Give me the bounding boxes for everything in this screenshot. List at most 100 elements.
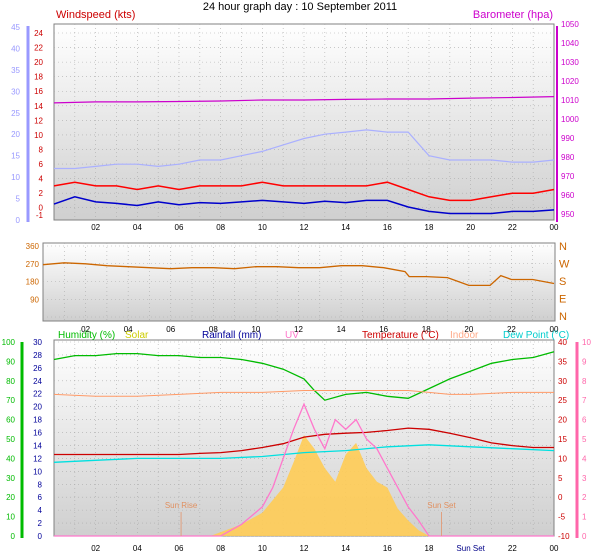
barometer-tick-label: 950 bbox=[561, 210, 575, 219]
rainfall-tick-label: 2 bbox=[38, 519, 43, 528]
temperature-tick-label: -10 bbox=[558, 532, 570, 541]
humidity-tick-label: 0 bbox=[11, 532, 16, 541]
humidity-legend: Humidity (%) bbox=[58, 330, 115, 341]
temperature-x-tick-label: 04 bbox=[133, 544, 142, 553]
wind-inner-tick-label: 0 bbox=[39, 204, 44, 213]
wind-left-tick-label: 45 bbox=[11, 23, 20, 32]
temperature-tick-label: 30 bbox=[558, 377, 567, 386]
temperature-tick-label: 40 bbox=[558, 338, 567, 347]
wind-inner-tick-label: 10 bbox=[34, 131, 43, 140]
humidity-tick-label: 70 bbox=[6, 396, 15, 405]
solar-area bbox=[54, 435, 554, 536]
temperature-tick-label: 5 bbox=[558, 474, 563, 483]
rainfall-tick-label: 20 bbox=[33, 403, 42, 412]
direction-tick-label: 90 bbox=[30, 295, 39, 304]
wind-left-tick-label: 0 bbox=[16, 216, 21, 225]
wind-panel-frame bbox=[53, 23, 555, 221]
barometer-tick-label: 970 bbox=[561, 172, 575, 181]
barometer-tick-label: 1040 bbox=[561, 39, 579, 48]
solar-legend: Solar bbox=[125, 330, 149, 341]
dew-point-line bbox=[53, 444, 555, 463]
humidity-tick-label: 90 bbox=[6, 357, 15, 366]
dew-point-legend: Dew Point (°C) bbox=[503, 330, 569, 341]
uv-tick-label: 1 bbox=[582, 513, 587, 522]
compass-label: N bbox=[559, 311, 567, 323]
direction-x-tick-label: 00 bbox=[550, 325, 559, 334]
barometer-tick-label: 960 bbox=[561, 191, 575, 200]
humidity-tick-label: 100 bbox=[2, 338, 16, 347]
rainfall-tick-label: 30 bbox=[33, 338, 42, 347]
wind-left-tick-label: 5 bbox=[16, 195, 21, 204]
temperature-x-tick-label: 10 bbox=[258, 544, 267, 553]
temperature-x-tick-label: 22 bbox=[508, 544, 517, 553]
wind-x-tick-label: 20 bbox=[466, 223, 475, 232]
rainfall-tick-label: 8 bbox=[38, 480, 43, 489]
humidity-tick-label: 10 bbox=[6, 513, 15, 522]
wind-inner-tick-label: 24 bbox=[34, 29, 43, 38]
rainfall-tick-label: 6 bbox=[38, 493, 43, 502]
temperature-x-tick-label: Sun Set bbox=[456, 544, 485, 553]
wind-left-tick-label: 10 bbox=[11, 173, 20, 182]
wind-x-tick-label: 16 bbox=[383, 223, 392, 232]
temperature-x-tick-label: 14 bbox=[341, 544, 350, 553]
rainfall-tick-label: 14 bbox=[33, 441, 42, 450]
direction-x-tick-label: 06 bbox=[166, 325, 175, 334]
wind-inner-tick-label: 16 bbox=[34, 87, 43, 96]
temperature-line bbox=[54, 427, 554, 456]
temperature-tick-label: 10 bbox=[558, 454, 567, 463]
direction-tick-label: 270 bbox=[26, 260, 40, 269]
compass-label: E bbox=[559, 294, 566, 306]
temperature-tick-label: 20 bbox=[558, 416, 567, 425]
rainfall-tick-label: 24 bbox=[33, 377, 42, 386]
humidity-tick-label: 40 bbox=[6, 454, 15, 463]
uv-legend: UV bbox=[285, 330, 299, 341]
uv-tick-label: 4 bbox=[582, 454, 587, 463]
wind-inner-tick-label: 8 bbox=[39, 145, 44, 154]
temperature-tick-label: 35 bbox=[558, 357, 567, 366]
uv-line bbox=[54, 402, 554, 537]
barometer-line bbox=[53, 96, 555, 104]
temperature-x-tick-label: 06 bbox=[175, 544, 184, 553]
humidity-tick-label: 80 bbox=[6, 377, 15, 386]
wind-x-tick-label: 00 bbox=[550, 223, 559, 232]
direction-x-tick-label: 08 bbox=[209, 325, 218, 334]
wind-average-line bbox=[53, 196, 555, 215]
uv-tick-label: 2 bbox=[582, 493, 587, 502]
wind-left-tick-label: 15 bbox=[11, 152, 20, 161]
humidity-tick-label: 60 bbox=[6, 416, 15, 425]
barometer-legend: Barometer (hpa) bbox=[473, 9, 553, 21]
direction-x-tick-label: 20 bbox=[464, 325, 473, 334]
temperature-x-tick-label: 02 bbox=[91, 544, 100, 553]
wind-inner-tick-label: 20 bbox=[34, 58, 43, 67]
rainfall-legend: Rainfall (mm) bbox=[202, 330, 261, 341]
wind-inner-tick-label: 6 bbox=[39, 160, 44, 169]
wind-x-tick-label: 06 bbox=[175, 223, 184, 232]
direction-x-tick-label: 12 bbox=[294, 325, 303, 334]
rainfall-tick-label: 0 bbox=[38, 532, 43, 541]
uv-tick-label: 0 bbox=[582, 532, 587, 541]
wind-inner-tick-label: 14 bbox=[34, 102, 43, 111]
wind-x-tick-label: 14 bbox=[341, 223, 350, 232]
temperature-x-tick-label: 18 bbox=[425, 544, 434, 553]
rainfall-tick-label: 28 bbox=[33, 351, 42, 360]
temperature-tick-label: 15 bbox=[558, 435, 567, 444]
barometer-tick-label: 1030 bbox=[561, 58, 579, 67]
wind-left-tick-label: 25 bbox=[11, 109, 20, 118]
wind-left-tick-label: 30 bbox=[11, 87, 20, 96]
wind-inner-tick-label: 18 bbox=[34, 73, 43, 82]
wind-inner-tick-label: -1 bbox=[36, 211, 44, 220]
sun-marker-label: Sun Set bbox=[427, 501, 456, 510]
indoor-legend: Indoor bbox=[450, 330, 479, 341]
wind-direction-line bbox=[42, 262, 555, 287]
wind-left-tick-label: 35 bbox=[11, 66, 20, 75]
direction-x-tick-label: 10 bbox=[251, 325, 260, 334]
windspeed-legend: Windspeed (kts) bbox=[56, 9, 135, 21]
wind-left-tick-label: 40 bbox=[11, 44, 20, 53]
humidity-line bbox=[53, 351, 555, 401]
indoor-line bbox=[53, 390, 554, 397]
direction-x-tick-label: 16 bbox=[379, 325, 388, 334]
uv-tick-label: 7 bbox=[582, 396, 587, 405]
sun-marker-label: Sun Rise bbox=[165, 501, 198, 510]
wind-left-tick-label: 20 bbox=[11, 130, 20, 139]
